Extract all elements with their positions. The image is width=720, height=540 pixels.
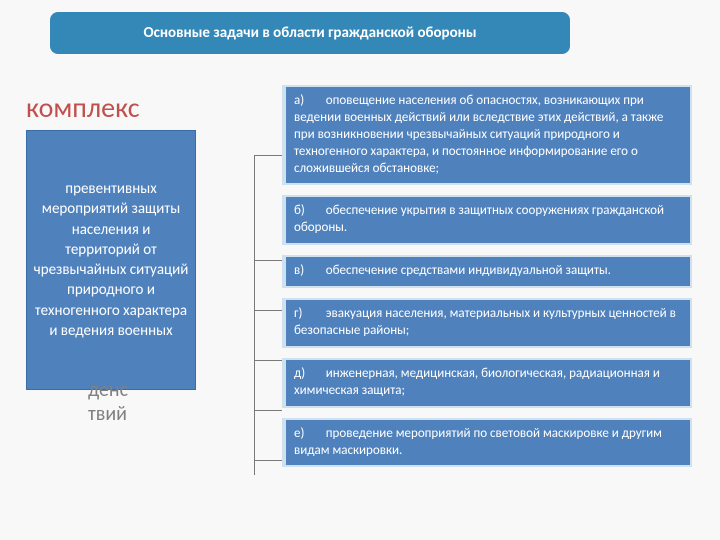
complex-heading: комплекс bbox=[26, 90, 140, 125]
header-banner: Основные задачи в области гражданской об… bbox=[50, 12, 570, 54]
item-e: д) инженерная, медицинская, биологическа… bbox=[282, 358, 692, 408]
item-text: оповещение населения об опасностях, возн… bbox=[294, 93, 663, 176]
item-text: эвакуация населения, материальных и куль… bbox=[294, 306, 676, 338]
connector-horizontal bbox=[254, 460, 282, 461]
connector-horizontal bbox=[254, 310, 282, 311]
connector-horizontal bbox=[254, 410, 282, 411]
item-label: а) bbox=[294, 93, 314, 110]
items-column: а) оповещение населения об опасностях, в… bbox=[282, 85, 692, 477]
left-block: превентивных мероприятий защиты населени… bbox=[26, 130, 196, 390]
item-label: д) bbox=[294, 366, 314, 383]
connector-horizontal bbox=[254, 360, 282, 361]
item-d: г) эвакуация населения, материальных и к… bbox=[282, 298, 692, 348]
header-title: Основные задачи в области гражданской об… bbox=[143, 24, 476, 42]
item-text: обеспечение укрытия в защитных сооружени… bbox=[294, 203, 664, 235]
connector-horizontal bbox=[254, 260, 282, 261]
ghost-text-content: денствий bbox=[88, 378, 128, 426]
left-block-text: превентивных мероприятий защиты населени… bbox=[33, 179, 189, 341]
item-b: б) обеспечение укрытия в защитных сооруж… bbox=[282, 195, 692, 245]
item-label: в) bbox=[294, 263, 314, 280]
item-c: в) обеспечение средствами индивидуальной… bbox=[282, 255, 692, 288]
item-text: инженерная, медицинская, биологическая, … bbox=[294, 366, 660, 398]
item-f: е) проведение мероприятий по световой ма… bbox=[282, 418, 692, 468]
connector-horizontal bbox=[254, 155, 282, 156]
item-text: проведение мероприятий по световой маски… bbox=[294, 426, 662, 458]
item-label: е) bbox=[294, 426, 314, 443]
item-label: г) bbox=[294, 306, 314, 323]
connector-vertical bbox=[254, 155, 255, 475]
item-text: обеспечение средствами индивидуальной за… bbox=[326, 263, 611, 278]
item-a: а) оповещение населения об опасностях, в… bbox=[282, 85, 692, 185]
ghost-text: денствий bbox=[88, 378, 128, 426]
item-label: б) bbox=[294, 203, 314, 220]
